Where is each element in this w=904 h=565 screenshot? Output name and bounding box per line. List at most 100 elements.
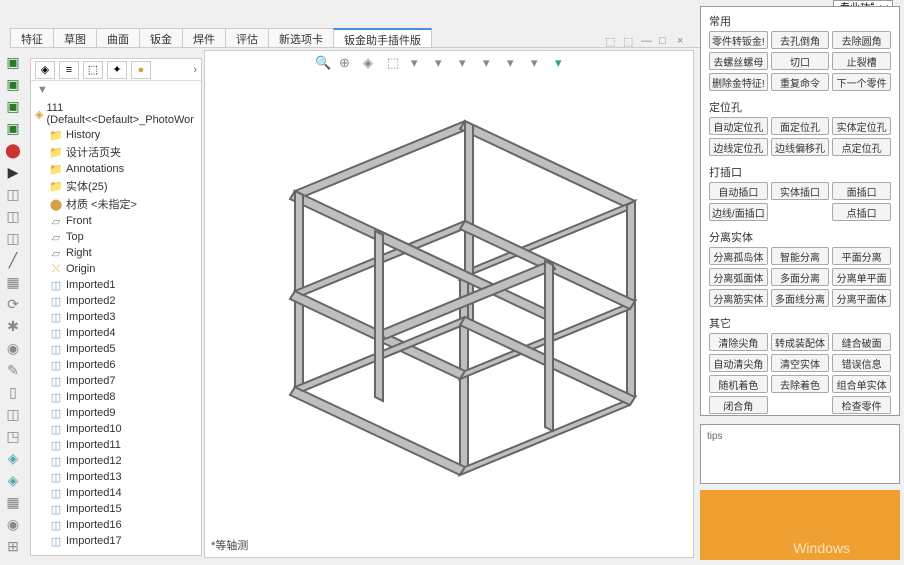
tool-icon[interactable]: ✎ <box>2 360 24 380</box>
plugin-button[interactable]: 随机着色 <box>709 375 768 393</box>
window-icon[interactable]: ⬚ <box>623 35 635 47</box>
tab[interactable]: 钣金助手插件版 <box>333 28 432 47</box>
tab[interactable]: 评估 <box>225 28 269 47</box>
plugin-button[interactable]: 面定位孔 <box>771 117 830 135</box>
plugin-button[interactable]: 分离弧面体 <box>709 268 768 286</box>
plugin-button[interactable]: 多面线分离 <box>771 289 830 307</box>
tool-icon[interactable]: ◫ <box>2 228 24 248</box>
filter-icon[interactable]: ▼ <box>37 84 48 96</box>
tool-icon[interactable]: ⬤ <box>2 140 24 160</box>
plugin-button[interactable]: 分离筋实体 <box>709 289 768 307</box>
tree-item[interactable]: ▱Top <box>35 229 197 245</box>
tree-item[interactable]: 📁Annotations <box>35 161 197 177</box>
view-icon[interactable]: ⊕ <box>339 55 357 73</box>
tool-icon[interactable]: ⟳ <box>2 294 24 314</box>
plugin-button[interactable]: 面插口 <box>832 182 891 200</box>
tree-tab-icon[interactable]: ✦ <box>107 61 127 79</box>
maximize-icon[interactable]: □ <box>659 35 671 47</box>
tool-icon[interactable]: ▣ <box>2 118 24 138</box>
view-icon[interactable]: ▾ <box>555 55 573 73</box>
view-icon[interactable]: ▾ <box>435 55 453 73</box>
tree-item[interactable]: ◫Imported1 <box>35 277 197 293</box>
plugin-button[interactable]: 零件转钣金! <box>709 31 768 49</box>
tool-icon[interactable]: ◳ <box>2 426 24 446</box>
tool-icon[interactable]: ◈ <box>2 448 24 468</box>
tool-icon[interactable]: ✱ <box>2 316 24 336</box>
tree-item[interactable]: ◫Imported6 <box>35 357 197 373</box>
tree-root[interactable]: ◈ 111 (Default<<Default>_PhotoWor <box>35 101 197 127</box>
plugin-button[interactable]: 组合单实体 <box>832 375 891 393</box>
tree-tab-icon[interactable]: ● <box>131 61 151 79</box>
tree-item[interactable]: ◫Imported18 <box>35 549 197 551</box>
tab[interactable]: 新选项卡 <box>268 28 334 47</box>
tree-tab-icon[interactable]: ≡ <box>59 61 79 79</box>
tool-icon[interactable]: ◫ <box>2 404 24 424</box>
plugin-button[interactable]: 切口 <box>771 52 830 70</box>
plugin-button[interactable]: 分离孤岛体 <box>709 247 768 265</box>
plugin-button[interactable]: 去螺丝螺母 <box>709 52 768 70</box>
plugin-button[interactable]: 智能分离 <box>771 247 830 265</box>
tree-item[interactable]: ◫Imported17 <box>35 533 197 549</box>
plugin-button[interactable]: 边线定位孔 <box>709 138 768 156</box>
plugin-button[interactable]: 自动清尖角 <box>709 354 768 372</box>
tree-item[interactable]: ▱Right <box>35 245 197 261</box>
tree-item[interactable]: 📁History <box>35 127 197 143</box>
plugin-button[interactable]: 检查零件 <box>832 396 891 414</box>
tree-item[interactable]: ▱Front <box>35 213 197 229</box>
plugin-button[interactable]: 错误信息 <box>832 354 891 372</box>
tree-tab-icon[interactable]: ◈ <box>35 61 55 79</box>
tool-icon[interactable]: ◉ <box>2 338 24 358</box>
tool-icon[interactable]: ▯ <box>2 382 24 402</box>
plugin-button[interactable]: 闭合角 <box>709 396 768 414</box>
view-icon[interactable]: ▾ <box>531 55 549 73</box>
3d-viewport[interactable]: 🔍 ⊕ ◈ ⬚ ▾ ▾ ▾ ▾ ▾ ▾ ▾ <box>204 50 694 558</box>
tree-tab-icon[interactable]: ⬚ <box>83 61 103 79</box>
tool-icon[interactable]: ▣ <box>2 96 24 116</box>
plugin-button[interactable]: 去除着色 <box>771 375 830 393</box>
tree-item[interactable]: ◫Imported7 <box>35 373 197 389</box>
plugin-button[interactable]: 分离平面体 <box>832 289 891 307</box>
plugin-button[interactable]: 下一个零件 <box>832 73 891 91</box>
view-icon[interactable]: 🔍 <box>315 55 333 73</box>
plugin-button[interactable]: 多面分离 <box>771 268 830 286</box>
tool-icon[interactable]: ▶ <box>2 162 24 182</box>
plugin-button[interactable]: 边线偏移孔 <box>771 138 830 156</box>
view-icon[interactable]: ◈ <box>363 55 381 73</box>
view-icon[interactable]: ▾ <box>483 55 501 73</box>
tree-item[interactable]: ⤬Origin <box>35 261 197 277</box>
window-icon[interactable]: ⬚ <box>605 35 617 47</box>
tool-icon[interactable]: ⊞ <box>2 536 24 556</box>
tree-item[interactable]: ◫Imported8 <box>35 389 197 405</box>
plugin-button[interactable]: 转成装配体 <box>771 333 830 351</box>
plugin-button[interactable]: 去孔倒角 <box>771 31 830 49</box>
tree-item[interactable]: ◫Imported12 <box>35 453 197 469</box>
tree-item[interactable]: 📁实体(25) <box>35 177 197 195</box>
tree-item[interactable]: ◫Imported14 <box>35 485 197 501</box>
tree-item[interactable]: ◫Imported11 <box>35 437 197 453</box>
tool-icon[interactable]: ▦ <box>2 492 24 512</box>
view-icon[interactable]: ⬚ <box>387 55 405 73</box>
tree-item[interactable]: ◫Imported3 <box>35 309 197 325</box>
tree-item[interactable]: ◫Imported9 <box>35 405 197 421</box>
plugin-button[interactable]: 清空实体 <box>771 354 830 372</box>
plugin-button[interactable]: 分离单平面 <box>832 268 891 286</box>
tool-icon[interactable]: ◉ <box>2 514 24 534</box>
tree-item[interactable]: ◫Imported4 <box>35 325 197 341</box>
minimize-icon[interactable]: — <box>641 35 653 47</box>
chevron-right-icon[interactable]: › <box>193 64 197 76</box>
view-icon[interactable]: ▾ <box>507 55 525 73</box>
view-icon[interactable]: ▾ <box>459 55 477 73</box>
tree-item[interactable]: ◫Imported13 <box>35 469 197 485</box>
tab[interactable]: 焊件 <box>182 28 226 47</box>
tree-item[interactable]: ◫Imported10 <box>35 421 197 437</box>
plugin-button[interactable]: 点定位孔 <box>832 138 891 156</box>
tool-icon[interactable]: ◫ <box>2 206 24 226</box>
tool-icon[interactable]: ▦ <box>2 272 24 292</box>
tree-item[interactable]: ◫Imported15 <box>35 501 197 517</box>
plugin-button[interactable]: 自动定位孔 <box>709 117 768 135</box>
plugin-button[interactable]: 点插口 <box>832 203 891 221</box>
close-icon[interactable]: × <box>677 35 689 47</box>
tool-icon[interactable]: ▣ <box>2 74 24 94</box>
plugin-button[interactable]: 边线/面插口 <box>709 203 768 221</box>
tool-icon[interactable]: ╱ <box>2 250 24 270</box>
